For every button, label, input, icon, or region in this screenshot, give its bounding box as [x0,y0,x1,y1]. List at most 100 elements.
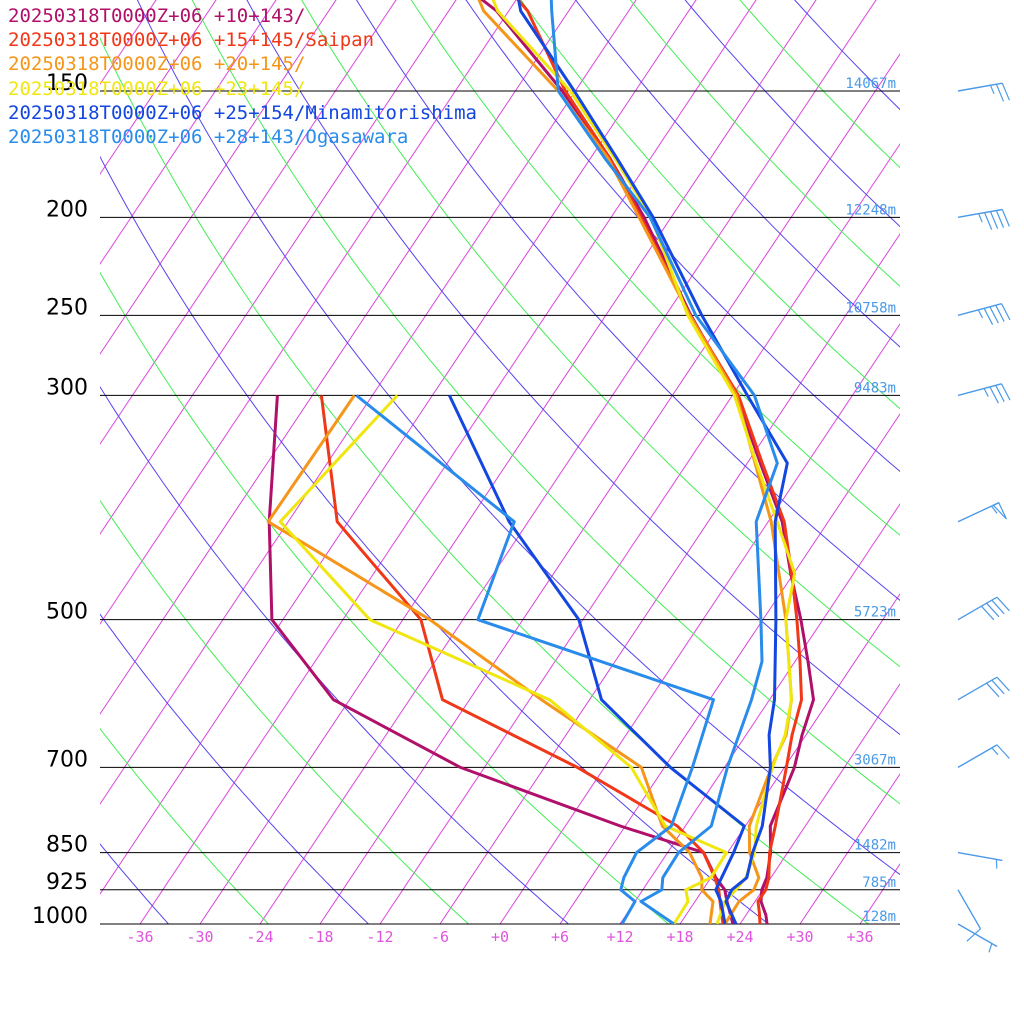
dry-adiabat-360 [355,0,900,601]
wind-barb [957,208,1010,230]
legend-entry: 20250318T0000Z+06 +25+154/Minamitorishim… [8,101,477,124]
temperature-tick-label: +6 [551,928,569,946]
temperature-tick-label: -12 [366,928,393,946]
height-label: 128m [862,909,896,925]
isotherm-line [619,503,900,924]
wind-barb-staff [957,208,1003,218]
isobar-lines [100,90,900,925]
isotherm-line [319,53,900,924]
wind-barb-feather [995,304,1005,322]
pressure-label: 700 [46,747,88,772]
isotherm-line [439,233,900,924]
temperature-tick-label: +24 [726,928,753,946]
isotherm-line [920,0,1024,924]
dry-adiabat-340 [246,0,900,736]
wind-barb-staff [957,303,1002,316]
legend-entry: 20250318T0000Z+06 +10+143/ [8,5,306,27]
wind-barb-flag [992,501,1007,520]
dry-adiabat-350 [301,0,900,668]
wind-barb-staff [957,82,1003,92]
dewpoint-line-1 [319,395,725,924]
wind-barb-staff [957,744,998,769]
isotherm-line [980,0,1024,924]
wind-barb-staff [957,851,1003,862]
wind-barb [957,744,1010,769]
wind-barb-feather [1000,303,1011,321]
temperature-tick-label: +0 [491,928,509,946]
temperature-line-2 [477,0,793,924]
dewpoint-line-5 [355,394,715,924]
dry-adiabat-330 [191,0,900,805]
height-label: 785m [862,875,896,891]
temperature-tick-label: -30 [186,928,213,946]
temperature-line-1 [516,0,803,924]
wind-barb-half-feather [978,213,983,223]
axis-labels: 10016485m15014067m20012248m25010758m3009… [32,71,896,946]
height-label: 9483m [854,380,896,396]
wind-barb-half-feather [983,388,989,397]
isotherm-line [100,0,517,625]
wind-barb-feather [984,212,993,230]
pressure-label: 500 [46,600,88,625]
temperature-tick-label: +12 [606,928,633,946]
sounding-profiles [266,0,815,924]
wind-barb [957,676,1010,701]
isotherm-line [499,323,900,924]
wind-barb-feather [986,602,1000,618]
isotherm-line [100,0,637,805]
dry-adiabat-290 [100,271,669,924]
dry-adiabat-370 [410,0,900,536]
legend-entry: 20250318T0000Z+06 +20+145/ [8,53,306,76]
wind-barb-staff [957,383,1002,397]
wind-barb [957,501,1007,523]
height-label: 14067m [845,76,896,92]
temperature-tick-label: +30 [786,928,813,946]
temperature-tick-label: +36 [846,928,873,946]
wind-barb [957,889,982,942]
height-label: 5723m [854,605,896,621]
pressure-label: 200 [46,197,88,222]
wind-barb-staff [957,596,998,621]
dry-adiabat-400 [575,0,900,348]
wind-barb-feather [966,928,981,942]
wind-barb-feather [996,596,1010,612]
wind-barb-feather [986,682,1000,698]
wind-barb-half-feather [991,747,999,756]
wind-barb-half-feather [988,943,993,953]
height-label: 12248m [845,202,896,218]
isotherm-line [559,413,900,924]
isotherm-line [859,863,900,924]
isotherm-line [379,143,900,924]
wind-barb-feather [1000,383,1011,401]
dry-adiabat-lines [100,0,900,924]
wind-barb-feather [983,308,994,325]
dewpoint-line-4 [448,394,746,924]
pressure-label: 925 [46,870,88,895]
wind-barb [957,303,1011,325]
wind-barb-feather [1001,82,1010,101]
wind-barb-feather [1001,209,1010,227]
wind-barb [957,82,1010,102]
wind-barb-feather [996,744,1010,759]
dry-adiabat-390 [520,0,900,410]
wind-barb-feather [980,605,995,621]
temperature-tick-label: +18 [666,928,693,946]
isotherm-line [679,593,900,924]
isotherm-line [139,0,757,924]
dry-adiabat-380 [465,0,900,473]
isotherm-line [199,0,817,924]
wind-barb-staff [957,923,998,948]
dry-adiabat-320 [136,0,900,876]
dewpoint-line-3 [278,394,729,924]
dry-adiabat-310 [100,37,869,924]
dry-adiabat-270 [100,499,469,924]
dry-adiabat-240 [100,843,169,924]
wind-barb-feather [991,679,1005,695]
temperature-line-5 [549,0,779,924]
temperature-line-4 [517,0,789,924]
legend-entry: 20250318T0000Z+06 +23+145/ [8,77,306,100]
isotherm-line [100,0,577,715]
legend: 20250318T0000Z+06 +10+143/20250318T0000Z… [8,4,477,149]
dry-adiabat-260 [100,613,369,924]
